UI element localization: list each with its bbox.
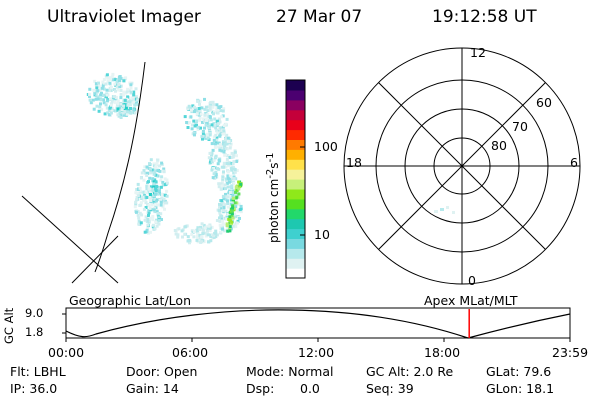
dsp-value: 0.0 [300,381,320,396]
colorbar-cell [286,139,305,150]
gc-altitude-timeline [62,307,571,342]
mlt-label-12: 12 [470,45,486,60]
colorbar-cell [286,218,305,230]
colorbar-cell [286,159,305,170]
dsp-label: Dsp: [246,381,275,396]
colorbar-cell [286,198,305,210]
colorbar-cell [286,188,305,200]
altitude-curve [65,309,571,339]
polar-aurora-pixels [434,206,455,214]
terminator-line [21,195,119,284]
colorbar-cell [286,89,305,101]
x-tick-label-0000: 00:00 [48,345,85,360]
colorbar-cell [286,248,305,259]
colorbar-cell [286,268,305,279]
terminator-line-short [71,235,119,284]
glat-info: GLat: 79.6 [486,364,552,379]
glon-info: GLon: 18.1 [486,381,555,396]
lat-label-60: 60 [536,95,552,110]
gc-alt-info: GC Alt: 2.0 Re [366,364,454,379]
date-label: 27 Mar 07 [276,7,363,27]
geographic-image-panel [21,61,243,284]
mode-info: Mode: Normal [246,364,334,379]
y-tick-label-9: 9.0 [25,306,44,320]
lat-label-70: 70 [512,119,528,134]
geographic-title: Geographic Lat/Lon [69,293,191,308]
colorbar-label-100: 100 [314,139,338,154]
colorbar [285,79,306,279]
colorbar-cell [286,228,305,239]
x-tick-label-0600: 06:00 [172,345,209,360]
earth-limb-line [94,61,146,273]
y-tick-label-1_8: 1.8 [25,325,44,339]
colorbar-cell [286,258,305,269]
mlt-label-6: 6 [570,155,578,170]
colorbar-cell [286,179,305,190]
colorbar-unit-label: photon cm-2s-1 [265,152,281,243]
apex-title: Apex MLat/MLT [424,293,518,308]
instrument-title: Ultraviolet Imager [47,7,201,27]
colorbar-cell [286,99,305,111]
colorbar-cell [286,119,305,131]
ip-info: IP: 36.0 [10,381,58,396]
sequence-info: Seq: 39 [366,381,414,396]
gain-info: Gain: 14 [126,381,179,396]
x-tick-label-1200: 12:00 [298,345,335,360]
colorbar-cell [286,169,305,180]
mlt-label-0: 0 [468,273,476,288]
mlt-label-18: 18 [346,155,362,170]
time-label: 19:12:58 UT [432,7,537,27]
aurora-pixels [86,72,243,245]
x-tick-label-1800: 18:00 [424,345,461,360]
x-tick-label-2359: 23:59 [552,345,589,360]
colorbar-label-10: 10 [314,227,330,242]
colorbar-cell [286,129,305,140]
colorbar-cell [286,80,305,91]
colorbar-cell [286,238,305,249]
filter-info: Flt: LBHL [10,364,66,379]
timeline-y-axis-label: GC Alt [2,307,16,344]
polar-mlat-mlt-plot [343,47,581,285]
colorbar-cell [286,149,305,160]
mlt-diagonal-b [378,82,546,250]
lat-label-80: 80 [491,138,507,153]
colorbar-frame [285,79,306,279]
colorbar-cell [286,208,305,220]
x-ticks [65,338,571,342]
door-info: Door: Open [126,364,198,379]
colorbar-cell [286,109,305,121]
